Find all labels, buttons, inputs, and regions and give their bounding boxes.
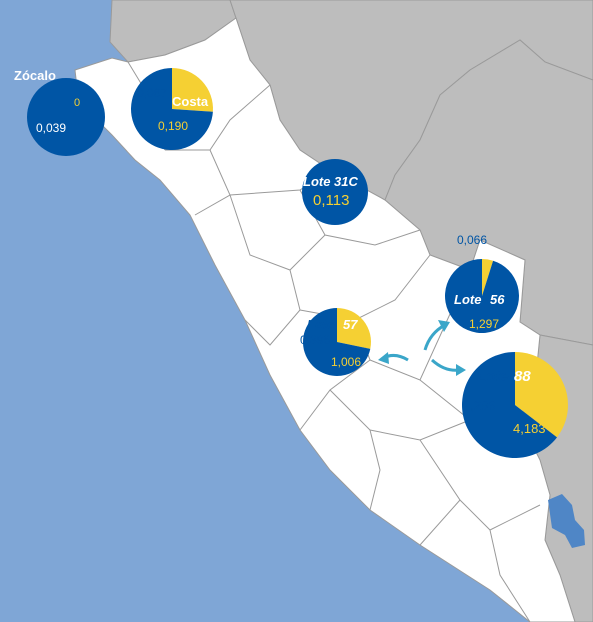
arrowhead-lote88	[456, 364, 466, 376]
lote56-pie-blue	[445, 259, 519, 333]
lake-titicaca	[548, 494, 585, 548]
lote88-pie-blue	[461, 352, 558, 459]
zocalo-pie-blue	[27, 78, 105, 156]
lote88-title-num: 88	[514, 368, 531, 385]
costa-title: Costa	[172, 94, 209, 109]
zocalo-blue-value: 0,039	[36, 121, 66, 135]
lote57-pie-blue	[303, 308, 371, 376]
pie-charts	[27, 68, 568, 459]
lote88-pie-yellow	[515, 352, 568, 438]
lote56-yellow-value: 0,066	[457, 233, 487, 247]
lote56-pie-yellow	[482, 259, 494, 296]
lote56-blue-value: 1,297	[469, 317, 499, 331]
zocalo-title: Zócalo	[14, 68, 56, 83]
costa-pie-blue	[130, 68, 213, 150]
lote88-yellow-value: 2,296	[463, 398, 496, 413]
arrowhead-lote56	[438, 320, 450, 332]
lote56-title-num: 56	[490, 292, 505, 307]
lote31c-value: 0,113	[313, 192, 349, 209]
lote56-title-main: Lote	[454, 292, 481, 307]
lote31c-title: Lote 31C	[303, 174, 359, 189]
flow-arrowheads	[378, 320, 466, 376]
costa-yellow-value: 0,067	[137, 86, 167, 100]
costa-blue-value: 0,190	[158, 119, 188, 133]
lote57-yellow-value: 0,396	[300, 333, 330, 347]
arrowhead-lote57	[378, 352, 389, 364]
lote57-pie-yellow	[337, 308, 372, 349]
zocalo-yellow-value: 0	[74, 97, 80, 109]
lote57-title-main: Lote	[307, 317, 334, 332]
lote88-title-main: Lote	[477, 368, 509, 385]
costa-pie-yellow	[172, 68, 213, 112]
lote31c-pie-blue	[302, 159, 368, 225]
lote57-blue-value: 1,006	[331, 355, 361, 369]
labels: Zócalo 0 0,039 0,067 Costa 0,190 Lote 31…	[14, 68, 546, 436]
lote88-blue-value: 4,183	[513, 421, 546, 436]
lote57-title-num: 57	[343, 317, 358, 332]
